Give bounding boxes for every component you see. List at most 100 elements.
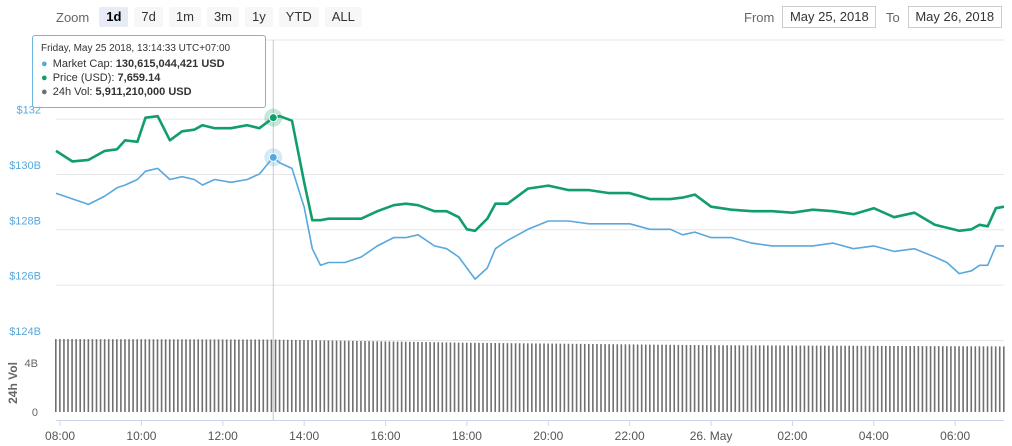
volume-bar	[616, 344, 619, 412]
volume-bar	[901, 345, 903, 412]
volume-bar	[372, 341, 374, 412]
volume-bar	[559, 343, 562, 412]
volume-bar	[933, 346, 936, 412]
volume-bar	[172, 339, 175, 412]
range-to: To May 26, 2018	[886, 6, 1002, 28]
volume-bar	[144, 339, 147, 412]
volume-bar	[718, 345, 720, 412]
volume-bar	[217, 339, 220, 412]
volume-bar	[551, 343, 553, 412]
volume-bar	[221, 339, 224, 412]
volume-bar	[832, 345, 834, 412]
volume-bar	[303, 340, 305, 412]
volume-bar	[726, 345, 728, 412]
volume-bar	[376, 341, 379, 412]
volume-bar	[75, 339, 77, 412]
volume-bar	[494, 343, 497, 412]
volume-bar	[282, 339, 285, 412]
volume-bar	[852, 345, 855, 412]
volume-bar	[840, 345, 842, 412]
volume-bar	[697, 345, 700, 412]
volume-bar	[563, 343, 566, 412]
volume-bar	[449, 342, 452, 412]
volume-bar	[441, 342, 444, 412]
x-axis-label: 02:00	[777, 429, 807, 443]
volume-bar	[299, 339, 301, 412]
market-cap-line	[55, 156, 1004, 280]
volume-bar	[531, 343, 533, 412]
volume-bar	[665, 344, 667, 412]
volume-bar	[632, 344, 635, 412]
volume-bar	[669, 344, 671, 412]
zoom-button-1d[interactable]: 1d	[99, 7, 129, 27]
volume-bar	[738, 345, 741, 412]
y-axis-label: $128B	[9, 215, 41, 227]
zoom-button-all[interactable]: ALL	[324, 7, 362, 27]
volume-bar	[421, 342, 423, 412]
volume-bar	[213, 339, 216, 412]
volume-bar	[453, 342, 456, 412]
volume-bar	[404, 341, 407, 412]
volume-bar	[384, 341, 387, 412]
volume-bar	[352, 340, 354, 412]
volume-bar	[510, 343, 513, 412]
volume-bar	[486, 342, 488, 412]
volume-bar	[474, 342, 476, 412]
volume-bar	[71, 339, 73, 412]
zoom-button-ytd[interactable]: YTD	[278, 7, 319, 27]
volume-bar	[767, 345, 769, 412]
volume-bar	[364, 341, 366, 412]
tooltip-date: Friday, May 25 2018, 13:14:33 UTC+07:00	[41, 43, 231, 54]
volume-bar	[315, 340, 317, 412]
volume-bar	[547, 343, 549, 412]
zoom-button-3m[interactable]: 3m	[206, 7, 239, 27]
volume-bar	[522, 343, 525, 412]
x-axis-label: 20:00	[533, 429, 563, 443]
tooltip-volume-label: 24h Vol:	[52, 86, 93, 98]
volume-bar	[982, 346, 985, 412]
volume-bar	[604, 344, 606, 412]
volume-bar	[335, 340, 338, 412]
volume-bar	[445, 342, 448, 412]
volume-bar	[897, 345, 899, 412]
volume-bar	[392, 341, 395, 412]
zoom-button-7d[interactable]: 7d	[134, 7, 163, 27]
volume-bar	[225, 339, 228, 412]
price-marker	[268, 113, 278, 123]
volume-bar	[514, 343, 517, 412]
volume-bar	[234, 339, 236, 412]
volume-bar	[579, 343, 582, 412]
volume-bar	[331, 340, 334, 412]
volume-bar	[55, 339, 57, 412]
volume-bar	[437, 342, 440, 412]
y-axis-label: $130B	[9, 160, 41, 172]
volume-bar	[339, 340, 342, 412]
volume-bar	[677, 344, 680, 412]
volume-bar	[823, 345, 826, 412]
volume-bar	[413, 341, 415, 412]
volume-bar	[746, 345, 749, 412]
volume-bar	[624, 344, 627, 412]
volume-axis-labels: 24h Vol 4B 0	[6, 358, 38, 419]
volume-bars	[55, 339, 1005, 412]
volume-bar	[885, 345, 887, 412]
volume-bar	[986, 346, 989, 412]
volume-bar	[433, 342, 435, 412]
from-date-input[interactable]: May 25, 2018	[782, 6, 877, 28]
volume-bar	[518, 343, 521, 412]
tooltip-market-cap-label: Market Cap:	[52, 58, 113, 70]
volume-bar	[63, 339, 65, 412]
zoom-button-1y[interactable]: 1y	[245, 7, 273, 27]
x-axis-label: 12:00	[208, 429, 238, 443]
volume-bar	[1003, 346, 1005, 412]
range-from: From May 25, 2018	[744, 6, 877, 28]
volume-bar	[868, 345, 871, 412]
volume-bar	[600, 344, 602, 412]
volume-bar	[771, 345, 773, 412]
zoom-button-1m[interactable]: 1m	[168, 7, 201, 27]
volume-bar	[290, 339, 293, 412]
volume-bar	[140, 339, 143, 412]
market-cap-dot-icon: ●	[41, 58, 48, 70]
to-date-input[interactable]: May 26, 2018	[907, 6, 1002, 28]
volume-bar	[343, 340, 346, 412]
